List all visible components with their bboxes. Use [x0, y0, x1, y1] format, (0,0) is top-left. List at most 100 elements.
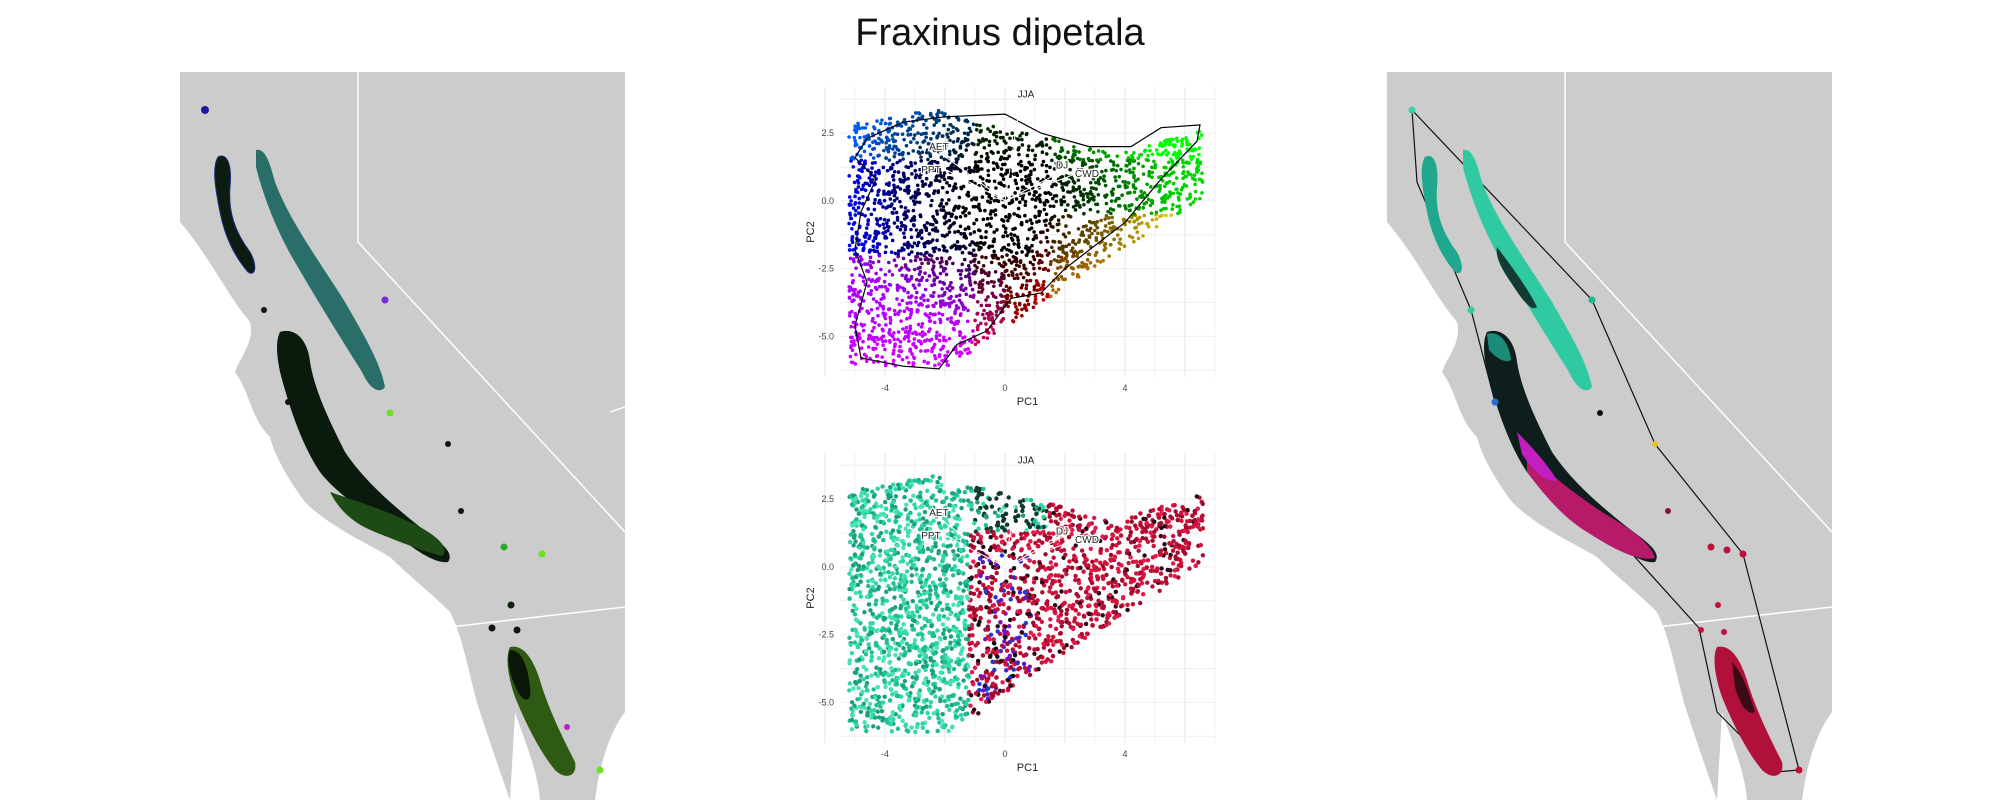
scatter-point — [1083, 239, 1087, 244]
scatter-point — [944, 507, 950, 513]
scatter-point — [929, 294, 933, 298]
scatter-point — [957, 195, 962, 200]
scatter-point — [939, 256, 944, 261]
scatter-point — [907, 268, 911, 272]
scatter-point — [967, 275, 972, 280]
scatter-point — [971, 253, 976, 258]
scatter-point — [938, 333, 942, 337]
scatter-point — [917, 232, 922, 237]
scatter-point — [1029, 226, 1034, 230]
scatter-point — [976, 340, 981, 344]
scatter-point — [924, 176, 929, 181]
scatter-point — [1102, 229, 1107, 233]
scatter-point — [911, 208, 916, 213]
scatter-point — [928, 222, 933, 227]
scatter-point — [941, 556, 946, 561]
scatter-point — [983, 208, 987, 213]
scatter-point — [966, 673, 971, 678]
scatter-point — [1181, 160, 1185, 165]
scatter-point — [946, 135, 950, 139]
scatter-point — [1181, 170, 1186, 174]
scatter-point — [1155, 512, 1161, 517]
scatter-point — [940, 293, 945, 298]
scatter-point — [928, 161, 932, 165]
vector-label: DJ — [1056, 160, 1068, 171]
scatter-point — [906, 542, 912, 547]
scatter-point — [920, 566, 926, 572]
scatter-point — [1126, 536, 1131, 542]
scatter-point — [847, 288, 852, 293]
scatter-point — [1182, 182, 1187, 187]
scatter-point — [911, 493, 916, 498]
scatter-point — [953, 150, 958, 155]
scatter-point — [976, 228, 981, 232]
scatter-point — [999, 293, 1003, 297]
scatter-point — [1168, 573, 1173, 578]
scatter-point — [874, 702, 879, 708]
scatter-point — [1034, 282, 1039, 287]
scatter-point — [847, 295, 852, 300]
scatter-point — [906, 671, 911, 677]
scatter-point — [1029, 182, 1034, 187]
scatter-point — [944, 272, 949, 277]
scatter-point — [1013, 191, 1017, 195]
scatter-point — [888, 620, 894, 626]
scatter-point — [986, 173, 991, 178]
scatter-point — [859, 346, 864, 350]
scatter-point — [1011, 616, 1017, 622]
scatter-point — [1104, 561, 1109, 567]
scatter-point — [959, 594, 965, 600]
scatter-point — [858, 273, 862, 278]
scatter-point — [1084, 191, 1089, 196]
scatter-point — [930, 630, 936, 636]
scatter-point — [894, 144, 898, 149]
scatter-point — [952, 504, 957, 510]
scatter-point — [1003, 262, 1008, 267]
scatter-point — [1001, 602, 1006, 607]
scatter-point — [940, 198, 944, 202]
scatter-point — [946, 514, 951, 519]
scatter-point — [1028, 260, 1033, 265]
scatter-point — [852, 298, 856, 302]
scatter-point — [1128, 540, 1134, 545]
scatter-point — [900, 357, 905, 362]
scatter-point — [1081, 157, 1086, 162]
scatter-point — [867, 631, 873, 637]
scatter-point — [986, 273, 991, 278]
scatter-point — [1067, 559, 1072, 564]
scatter-point — [854, 507, 859, 512]
scatter-point — [1190, 513, 1195, 518]
scatter-point — [1059, 623, 1064, 629]
scatter-point — [1042, 207, 1047, 212]
scatter-point — [998, 283, 1003, 288]
scatter-point — [909, 294, 914, 298]
scatter-point — [906, 553, 912, 558]
scatter-point — [946, 127, 951, 132]
scatter-point — [850, 360, 855, 365]
scatter-point — [1184, 136, 1188, 140]
scatter-point — [898, 268, 902, 272]
scatter-point — [1062, 513, 1067, 518]
scatter-point — [931, 505, 936, 510]
scatter-point — [1175, 139, 1180, 143]
scatter-point — [1011, 533, 1016, 538]
scatter-point — [1033, 214, 1037, 219]
scatter-point — [1162, 542, 1167, 547]
scatter-point — [901, 573, 907, 578]
scatter-point — [951, 140, 956, 144]
scatter-point — [940, 712, 945, 717]
scatter-point — [1070, 527, 1075, 533]
scatter-point — [989, 196, 993, 201]
scatter-point — [1018, 650, 1023, 656]
scatter-point — [1024, 286, 1028, 291]
scatter-point — [1140, 221, 1144, 225]
scatter-point — [927, 315, 932, 320]
scatter-point — [938, 280, 942, 284]
vector-arrow — [938, 151, 1006, 202]
scatter-point — [1140, 192, 1145, 197]
scatter-point — [860, 537, 865, 542]
scatter-point — [1076, 527, 1082, 533]
scatter-point — [1081, 614, 1087, 619]
scatter-point — [955, 166, 960, 171]
scatter-point — [862, 352, 867, 357]
